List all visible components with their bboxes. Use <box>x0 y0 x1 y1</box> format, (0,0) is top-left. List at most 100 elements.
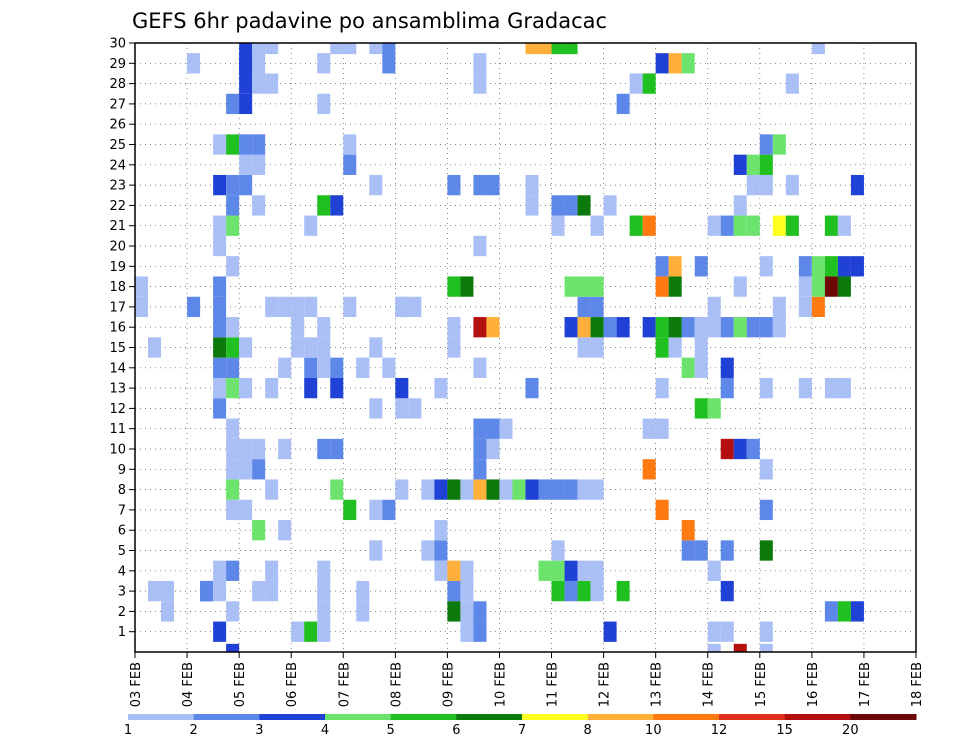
y-tick-label: 30 <box>109 37 126 52</box>
data-cell <box>460 479 474 500</box>
y-tick-label: 2 <box>118 605 126 620</box>
data-cell <box>343 43 357 55</box>
data-cell <box>226 643 240 652</box>
data-cell <box>304 215 318 236</box>
y-tick-label: 6 <box>118 524 126 539</box>
data-cell <box>486 418 500 439</box>
data-cell <box>161 601 175 622</box>
data-cell <box>460 601 474 622</box>
data-cell <box>356 601 370 622</box>
data-cell <box>577 317 591 338</box>
data-cell <box>213 580 227 602</box>
y-tick-label: 22 <box>109 199 126 214</box>
data-cell <box>213 235 227 257</box>
data-cell <box>473 174 487 196</box>
data-cell <box>772 215 786 236</box>
data-cell <box>265 560 279 581</box>
data-cell <box>577 337 591 358</box>
data-cell <box>434 520 448 541</box>
data-cell <box>616 93 630 115</box>
data-cell <box>239 337 253 358</box>
data-cell <box>655 256 669 277</box>
data-cell <box>668 317 682 338</box>
data-cell <box>291 621 305 642</box>
data-cell <box>291 317 305 338</box>
colorbar-swatch <box>193 714 260 720</box>
colorbar-label: 6 <box>452 723 460 738</box>
y-tick-label: 13 <box>109 382 126 397</box>
data-cell <box>447 337 461 358</box>
colorbar-label: 12 <box>711 723 728 738</box>
data-cell <box>512 479 526 500</box>
x-tick-label: 05 FEB <box>233 662 248 707</box>
data-cell <box>265 377 279 399</box>
data-cell <box>161 580 175 602</box>
x-tick-label: 11 FEB <box>546 662 561 707</box>
data-cell <box>473 479 487 500</box>
data-cell <box>551 560 565 581</box>
y-tick-label: 26 <box>109 118 126 133</box>
data-cell <box>226 438 240 460</box>
x-tick-label: 09 FEB <box>441 662 456 707</box>
data-cell <box>252 154 266 175</box>
data-cell <box>213 398 227 419</box>
data-cell <box>590 215 604 236</box>
x-axis-ticks: 03 FEB 04 FEB 05 FEB 06 FEB 07 FEB 08 FEB 09 F… <box>129 652 925 707</box>
colorbar-label: 2 <box>190 723 198 738</box>
data-cell <box>551 43 565 55</box>
data-cell <box>720 580 734 602</box>
y-tick-label: 25 <box>109 138 126 153</box>
data-cell <box>356 580 370 602</box>
data-cell <box>590 560 604 581</box>
data-cell <box>265 296 279 318</box>
data-cell <box>759 499 773 521</box>
data-cell <box>226 93 240 115</box>
data-cell <box>577 195 591 216</box>
data-cell <box>694 256 708 277</box>
data-cell <box>590 276 604 297</box>
data-cell <box>642 73 656 94</box>
y-tick-label: 8 <box>118 483 126 498</box>
data-cell <box>564 195 578 216</box>
data-cell <box>772 134 786 155</box>
data-cell <box>577 580 591 602</box>
data-cell <box>850 256 864 277</box>
data-cell <box>252 438 266 460</box>
data-cell <box>148 580 162 602</box>
x-tick-label: 13 FEB <box>650 662 665 707</box>
data-cell <box>655 499 669 521</box>
data-cell <box>460 621 474 642</box>
data-cell <box>239 93 253 115</box>
data-cell <box>200 580 214 602</box>
colorbar-label: 3 <box>255 723 263 738</box>
data-cell <box>447 601 461 622</box>
y-tick-label: 14 <box>109 361 126 376</box>
data-cell <box>590 580 604 602</box>
data-cell <box>408 296 422 318</box>
data-cell <box>434 479 448 500</box>
data-cell <box>525 43 539 55</box>
data-cell <box>785 73 799 94</box>
data-cell <box>746 154 760 175</box>
colorbar-swatch <box>390 714 457 720</box>
data-cell <box>317 317 331 338</box>
data-cell <box>330 479 344 500</box>
data-cell <box>252 459 266 480</box>
x-tick-label: 08 FEB <box>389 662 404 707</box>
x-tick-label: 12 FEB <box>598 662 613 707</box>
data-cell <box>213 357 227 378</box>
data-cell <box>707 398 721 419</box>
data-cell <box>278 357 292 378</box>
data-cell <box>343 296 357 318</box>
data-cell <box>265 580 279 602</box>
data-cell <box>798 377 812 399</box>
data-cell <box>382 357 396 378</box>
data-cell <box>590 479 604 500</box>
colorbar-swatch <box>653 714 720 720</box>
data-cell <box>226 256 240 277</box>
data-cell <box>811 43 825 55</box>
data-cell <box>213 337 227 358</box>
data-cell <box>226 317 240 338</box>
data-cell <box>421 479 435 500</box>
